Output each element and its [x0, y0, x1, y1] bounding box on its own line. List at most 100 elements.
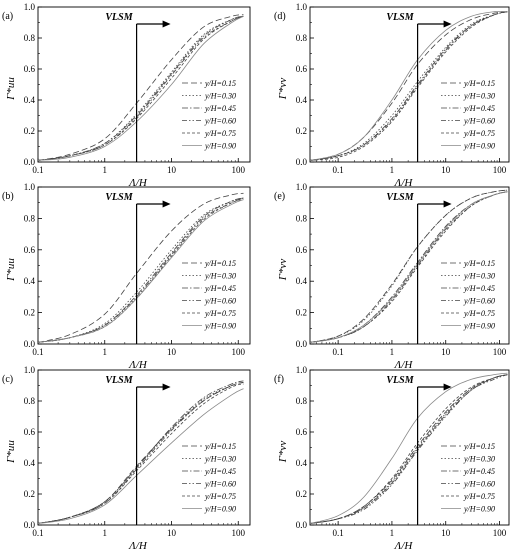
- panel-label: (c): [2, 374, 13, 385]
- panel-label: (d): [274, 11, 286, 22]
- y-tick-label: 0.0: [24, 339, 36, 349]
- panel-a: 0.0 0.2 0.4 0.6 0.8 1.0 0.1 1 10 100 (a) Γ*uu Λ/H VLS…: [2, 2, 251, 189]
- legend-label: y/H=0.45: [204, 104, 236, 113]
- y-tick-label: 1.0: [24, 2, 36, 12]
- vlsm-annotation: VLSM: [386, 192, 414, 203]
- x-tick-label: 100: [231, 347, 245, 357]
- y-tick-label: 0.4: [24, 276, 36, 286]
- legend-label: y/H=0.15: [463, 259, 495, 268]
- y-axis-label: Γ*uu: [5, 440, 17, 464]
- x-tick-label: 100: [231, 165, 245, 175]
- series-line-1: [37, 382, 244, 524]
- y-tick-label: 0.0: [24, 520, 36, 530]
- y-tick-label: 0.6: [296, 427, 308, 437]
- y-tick-label: 0.4: [296, 458, 308, 468]
- x-tick-label: 0.1: [32, 165, 43, 175]
- legend-label: y/H=0.75: [463, 129, 495, 138]
- series-line-3: [37, 380, 244, 524]
- legend-label: y/H=0.30: [204, 272, 236, 281]
- series-line-5: [37, 15, 244, 161]
- series-line-4: [37, 382, 244, 524]
- y-axis-label: Γ*uu: [5, 77, 17, 101]
- x-tick-label: 10: [167, 528, 177, 538]
- y-tick-label: 0.0: [296, 520, 308, 530]
- y-tick-label: 1.0: [296, 2, 308, 12]
- y-tick-label: 0.6: [296, 245, 308, 255]
- x-tick-label: 100: [493, 528, 507, 538]
- legend-label: y/H=0.90: [463, 322, 495, 331]
- legend-label: y/H=0.90: [204, 505, 236, 514]
- x-tick-label: 1: [390, 347, 395, 357]
- legend-label: y/H=0.75: [204, 492, 236, 501]
- y-tick-label: 0.8: [296, 33, 308, 43]
- legend-label: y/H=0.60: [463, 117, 495, 126]
- panel-label: (f): [274, 374, 284, 385]
- x-tick-label: 0.1: [333, 528, 344, 538]
- series-line-1: [37, 14, 244, 161]
- y-tick-label: 0.8: [296, 396, 308, 406]
- x-tick-label: 10: [167, 165, 177, 175]
- y-tick-label: 0.4: [24, 95, 36, 105]
- y-tick-label: 0.2: [24, 126, 35, 136]
- x-tick-label: 10: [441, 165, 451, 175]
- x-tick-label: 1: [102, 528, 107, 538]
- y-tick-label: 1.0: [24, 365, 36, 375]
- legend-label: y/H=0.45: [463, 284, 495, 293]
- legend-label: y/H=0.90: [463, 142, 495, 151]
- y-axis-label: Γ*vv: [277, 78, 289, 101]
- legend-label: y/H=0.60: [204, 117, 236, 126]
- legend-label: y/H=0.90: [204, 322, 236, 331]
- legend-label: y/H=0.30: [463, 272, 495, 281]
- legend-label: y/H=0.15: [204, 442, 236, 451]
- y-axis-label: Γ*vv: [277, 441, 289, 464]
- legend-label: y/H=0.90: [463, 505, 495, 514]
- y-tick-label: 0.2: [24, 308, 35, 318]
- legend-label: y/H=0.15: [204, 259, 236, 268]
- y-tick-label: 0.6: [24, 427, 36, 437]
- panel-d: 0.0 0.2 0.4 0.6 0.8 1.0 0.1 1 10 100 (d) Γ*vv Λ/H VLS…: [274, 2, 510, 189]
- y-tick-label: 0.6: [24, 245, 36, 255]
- y-tick-label: 0.8: [24, 396, 36, 406]
- y-tick-label: 0.2: [296, 308, 307, 318]
- legend-label: y/H=0.15: [204, 79, 236, 88]
- panel-f: 0.0 0.2 0.4 0.6 0.8 1.0 0.1 1 10 100 (f) Γ*vv Λ/H VLS…: [274, 365, 510, 550]
- panel-e: 0.0 0.2 0.4 0.6 0.8 1.0 0.1 1 10 100 (e) Γ*vv Λ/H VLS…: [274, 182, 510, 371]
- legend-label: y/H=0.75: [463, 309, 495, 318]
- vlsm-annotation: VLSM: [386, 12, 414, 23]
- x-tick-label: 100: [231, 528, 245, 538]
- legend-label: y/H=0.30: [463, 92, 495, 101]
- y-tick-label: 0.0: [296, 157, 308, 167]
- legend-label: y/H=0.75: [204, 129, 236, 138]
- series-line-2: [37, 15, 244, 161]
- series-line-6: [37, 199, 244, 343]
- vlsm-annotation: VLSM: [386, 375, 414, 386]
- panel-b: 0.0 0.2 0.4 0.6 0.8 1.0 0.1 1 10 100 (b) Γ*uu Λ/H VLS…: [2, 182, 251, 371]
- x-axis-label: Λ/H: [394, 540, 414, 550]
- legend-label: y/H=0.75: [204, 309, 236, 318]
- series-line-6: [37, 388, 244, 524]
- legend-label: y/H=0.30: [204, 92, 236, 101]
- y-tick-label: 0.0: [296, 339, 308, 349]
- x-tick-label: 0.1: [333, 347, 344, 357]
- y-tick-label: 0.6: [296, 64, 308, 74]
- y-tick-label: 0.4: [296, 276, 308, 286]
- y-tick-label: 0.8: [296, 213, 308, 223]
- x-axis-label: Λ/H: [128, 540, 148, 550]
- x-tick-label: 10: [441, 528, 451, 538]
- panel-label: (e): [274, 191, 285, 202]
- panel-label: (b): [2, 191, 14, 202]
- legend-label: y/H=0.45: [204, 284, 236, 293]
- x-tick-label: 1: [390, 528, 395, 538]
- y-tick-label: 0.6: [24, 64, 36, 74]
- x-tick-label: 0.1: [333, 165, 344, 175]
- y-tick-label: 0.2: [296, 126, 307, 136]
- legend-label: y/H=0.15: [463, 79, 495, 88]
- x-tick-label: 100: [493, 165, 507, 175]
- legend-label: y/H=0.15: [463, 442, 495, 451]
- series-line-1: [309, 189, 508, 343]
- vlsm-arrow-head-icon: [162, 383, 171, 391]
- vlsm-arrow-head-icon: [443, 200, 452, 208]
- legend-label: y/H=0.75: [463, 492, 495, 501]
- y-tick-label: 0.8: [24, 33, 36, 43]
